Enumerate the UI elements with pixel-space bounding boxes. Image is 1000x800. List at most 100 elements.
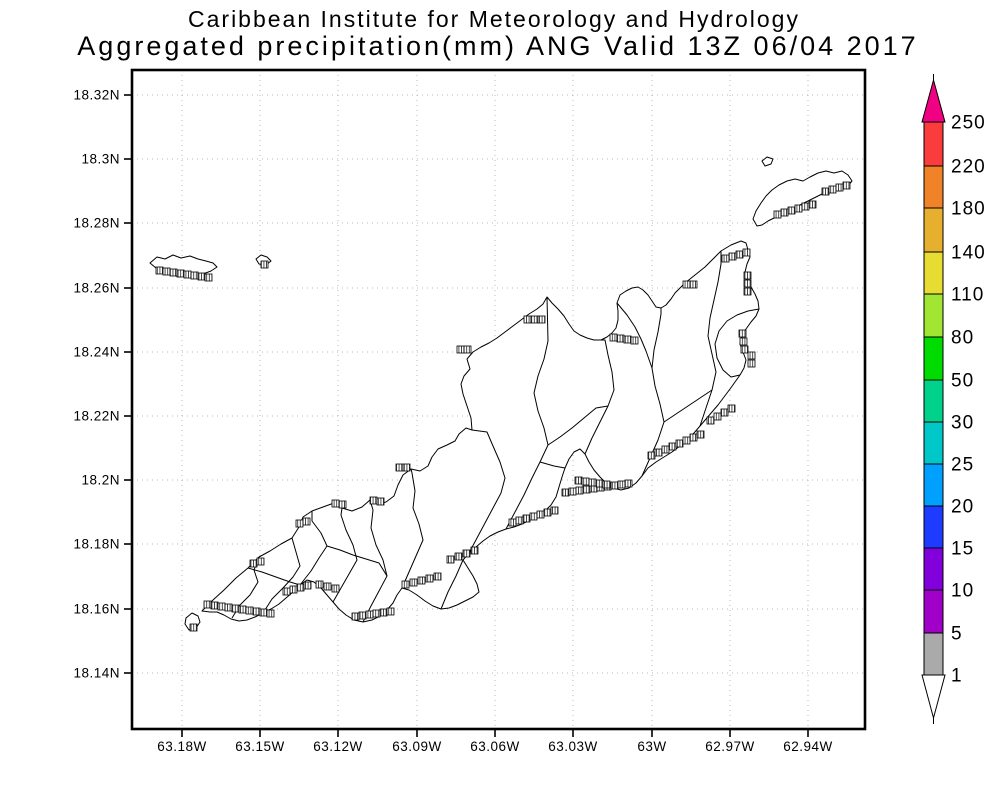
coastal-grid-cell	[204, 273, 213, 282]
y-tick-label: 18.16N	[73, 602, 120, 617]
x-tick-label: 63.18W	[157, 739, 207, 754]
coastal-grid-cell	[727, 404, 736, 413]
colorbar-legend: 250 220 180 140 110 80 50 30 25 20 15 10 5 1	[921, 74, 986, 724]
watershed-boundary	[714, 308, 760, 378]
colorbar-level-label: 5	[951, 624, 963, 645]
x-tick-label: 63.15W	[235, 739, 285, 754]
coastal-grid-cell	[530, 315, 539, 324]
coastal-grid-cell	[302, 517, 311, 526]
colorbar-segment	[923, 379, 944, 423]
coastal-grid-cell	[720, 408, 729, 417]
colorbar-level-label: 80	[951, 328, 974, 349]
coastal-grid-cell	[682, 436, 691, 445]
coastal-grid-cell	[689, 280, 698, 289]
coastal-grid-cell	[595, 479, 604, 488]
coastal-grid-cell	[706, 416, 715, 425]
coastal-grid-cell	[296, 583, 305, 592]
watershed-boundary	[663, 389, 713, 423]
coastal-grid-cell	[696, 430, 705, 439]
coastal-grid-cell	[743, 279, 752, 288]
coastal-grid-cell	[303, 581, 312, 590]
watershed-boundary	[505, 296, 549, 530]
colorbar-level-label: 110	[951, 285, 984, 306]
coastal-grid-cell	[668, 442, 677, 451]
coastal-grid-cell	[259, 608, 268, 617]
scrub-island-outline	[752, 170, 853, 227]
colorbar-over-arrow	[921, 78, 946, 123]
colorbar-segment	[923, 165, 944, 209]
coastal-grid-cell	[260, 260, 269, 269]
coastal-grid-cell	[462, 549, 471, 558]
coastal-grid-cell	[581, 477, 590, 486]
colorbar-level-label: 140	[951, 243, 986, 264]
coastal-grid-cell	[616, 334, 625, 343]
watershed-boundary	[440, 559, 464, 610]
colorbar-level-label: 1	[951, 666, 963, 687]
coastal-grid-cell	[376, 497, 385, 506]
x-tick-label: 63.03W	[548, 739, 598, 754]
coastal-grid-cell	[568, 487, 577, 496]
colorbar-segment	[923, 207, 944, 253]
colorbar-level-label: 30	[951, 413, 974, 434]
colorbar-level-label: 250	[951, 113, 986, 134]
watershed-boundary	[584, 339, 615, 455]
coastal-grid-cell	[295, 519, 304, 528]
coastal-grid-cell	[808, 200, 817, 209]
coastal-grid-cell	[743, 271, 752, 280]
coastal-grid-cell	[739, 337, 748, 346]
coastal-grid-cell	[401, 580, 410, 589]
colorbar-level-label: 20	[951, 497, 974, 518]
coastal-grid-cell	[470, 546, 479, 555]
coastal-grid-cell	[456, 345, 465, 354]
coastal-grid-cell	[738, 329, 747, 338]
coastal-grid-cell	[197, 272, 206, 281]
coastal-grid-cell	[365, 610, 374, 619]
watershed-boundary	[616, 302, 653, 369]
colorbar-segment	[923, 547, 944, 591]
scrub-islet-outline	[761, 156, 774, 167]
watershed-boundary	[362, 499, 388, 623]
coastal-grid-cell	[602, 480, 611, 489]
coastal-grid-cell	[155, 266, 164, 275]
coastal-grid-cell	[176, 269, 185, 278]
coastal-grid-cell	[801, 202, 810, 211]
coastal-grid-cell	[249, 559, 258, 568]
coastal-grid-cell	[369, 496, 378, 505]
coastal-grid-cell	[537, 315, 546, 324]
y-tick-label: 18.32N	[73, 88, 120, 103]
coastal-grid-cell	[331, 584, 340, 593]
coastal-grid-cell	[735, 250, 744, 259]
plot-frame	[130, 68, 867, 731]
x-tick-label: 63.09W	[392, 739, 442, 754]
coastal-grid-cell	[238, 605, 247, 614]
coastal-grid-cell	[794, 204, 803, 213]
coastal-grid-cell	[446, 555, 455, 564]
colorbar-segment	[923, 632, 944, 676]
y-tick-label: 18.2N	[81, 473, 120, 488]
institute-title: Caribbean Institute for Meteorology and …	[188, 6, 800, 32]
y-tick-label: 18.14N	[73, 666, 120, 681]
coastal-grid-cell	[323, 582, 332, 591]
coastal-grid-cell	[433, 572, 442, 581]
y-tick-label: 18.28N	[73, 216, 120, 231]
colorbar-level-label: 220	[951, 157, 986, 178]
colorbar-segment	[923, 463, 944, 507]
coastal-grid-cell	[821, 187, 830, 196]
coastal-grid-cell	[210, 601, 219, 610]
coastal-grid-cell	[358, 611, 367, 620]
watershed-boundary	[332, 507, 358, 603]
colorbar-segment	[923, 505, 944, 549]
y-tick-label: 18.26N	[73, 281, 120, 296]
coastal-grid-cell	[828, 185, 837, 194]
coastal-grid-cell	[582, 485, 591, 494]
coastal-grid-cell	[682, 280, 691, 289]
colorbar-under-arrow	[921, 674, 946, 720]
coastal-grid-cell	[508, 518, 517, 527]
watershed-boundary	[401, 468, 424, 589]
colorbar-segment	[923, 121, 944, 167]
x-tick-label: 63W	[637, 739, 666, 754]
coastal-grid-cell	[515, 516, 524, 525]
coastal-grid-cell	[395, 463, 404, 472]
coastal-grid-cell	[617, 480, 626, 489]
watershed-boundary	[468, 429, 506, 554]
